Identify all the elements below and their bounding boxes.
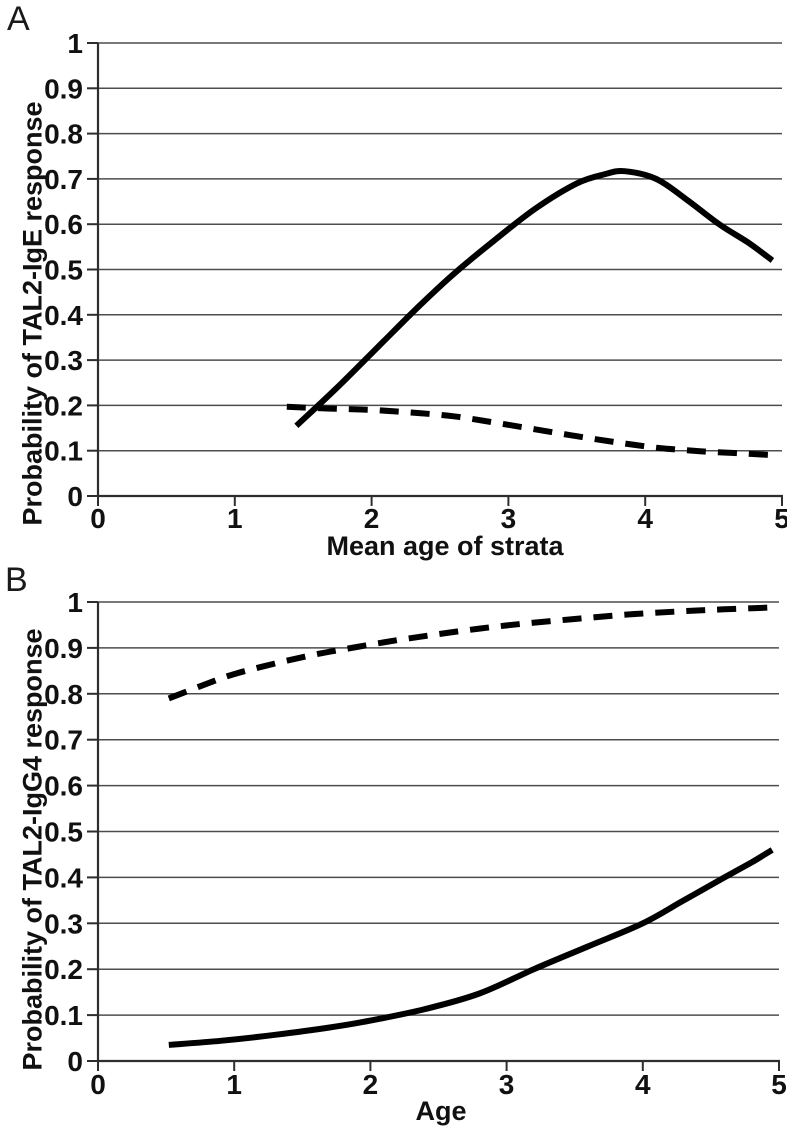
panel-b-y-axis-title: Probability of TAL2-IgG4 response <box>17 628 48 1071</box>
y-tick-label: 0.5 <box>44 817 83 848</box>
y-tick-label: 0.5 <box>44 255 83 286</box>
x-tick-label: 0 <box>90 503 106 534</box>
y-tick-label: 0.7 <box>44 725 83 756</box>
a-solid-curve <box>294 168 775 428</box>
x-tick-label: 2 <box>364 503 380 534</box>
x-tick-label: 3 <box>499 1069 515 1100</box>
y-tick-label: 0.1 <box>44 1000 83 1031</box>
y-tick-label: 0.9 <box>44 73 83 104</box>
y-tick-label: 0 <box>67 481 83 512</box>
panel-a-y-axis-title: Probability of TAL2-IgE response <box>17 101 48 526</box>
x-tick-label: 4 <box>637 503 653 534</box>
y-tick-label: 0.4 <box>44 300 83 331</box>
y-tick-label: 0.9 <box>44 633 83 664</box>
y-tick-label: 0.3 <box>44 908 83 939</box>
y-tick-label: 0.2 <box>44 954 83 985</box>
y-tick-label: 0 <box>67 1046 83 1077</box>
x-tick-label: 2 <box>363 1069 379 1100</box>
x-tick-label: 4 <box>635 1069 651 1100</box>
y-tick-label: 0.3 <box>44 345 83 376</box>
panel-b-letter: B <box>5 561 28 599</box>
a-dashed-curve <box>286 403 776 459</box>
x-tick-label: 3 <box>501 503 517 534</box>
x-tick-label: 1 <box>227 503 243 534</box>
y-tick-label: 0.4 <box>44 862 83 893</box>
x-tick-label: 1 <box>226 1069 242 1100</box>
x-tick-label: 0 <box>90 1069 106 1100</box>
y-tick-label: 1 <box>67 28 83 59</box>
x-tick-label: 5 <box>774 503 787 534</box>
panel-b-x-axis-title: Age <box>415 1096 467 1126</box>
panel-a-letter: A <box>7 0 30 38</box>
y-tick-label: 0.1 <box>44 436 83 467</box>
y-tick-label: 0.6 <box>44 771 83 802</box>
y-tick-label: 0.2 <box>44 390 83 421</box>
y-tick-label: 0.7 <box>44 164 83 195</box>
b-solid-curve <box>168 847 774 1048</box>
b-dashed-curve <box>167 604 773 702</box>
y-tick-label: 0.8 <box>44 679 83 710</box>
panel-a-x-axis-title: Mean age of strata <box>326 531 564 561</box>
y-tick-label: 0.6 <box>44 209 83 240</box>
x-tick-label: 5 <box>771 1069 787 1100</box>
y-tick-label: 1 <box>67 587 83 618</box>
y-tick-label: 0.8 <box>44 119 83 150</box>
